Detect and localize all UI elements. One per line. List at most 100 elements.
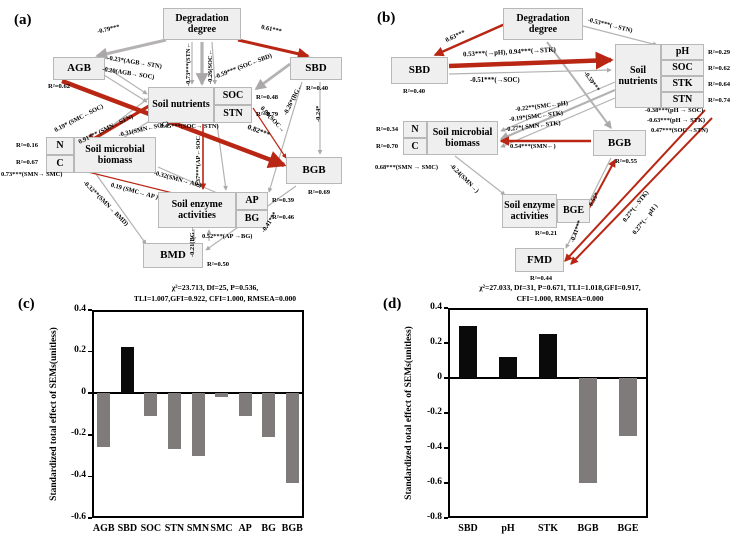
r2-smc: R²=0.67: [16, 159, 39, 166]
node-soil-microbial-biomass: Soil microbial biomass: [427, 121, 498, 155]
path-coefficient-label: -0.24*: [315, 105, 322, 122]
chart-c-total-effects: (c) Standardized total effect of SEMs(un…: [0, 290, 375, 538]
x-category-label: SBD: [117, 523, 138, 534]
r2-stk: R²=0.64: [708, 81, 731, 88]
fit-line: χ²=23.713, Df=25, P=0.536,: [171, 283, 259, 292]
y-tick-label: -0.2: [426, 406, 442, 417]
r2-agb: R²=0.62: [48, 83, 71, 90]
bar-SMN: [191, 393, 205, 456]
node-soil-enzyme-activities: Soil enzyme activities: [158, 192, 236, 228]
y-tick-label: -0.6: [426, 476, 442, 487]
bar-AGB: [97, 393, 111, 448]
node-label: Soil enzyme activities: [171, 198, 223, 222]
y-tick-label: 0: [437, 371, 442, 382]
node-label: pH: [675, 46, 690, 58]
y-tick-mark: [88, 350, 92, 353]
node-degradation-degree: Degradation degree: [503, 8, 583, 40]
node-ap: AP: [236, 192, 268, 210]
path-coefficient-label: 0.37***(AP←SOC: [195, 136, 202, 187]
node-stn: STN: [661, 92, 704, 108]
r2-bmd: R²=0.50: [207, 261, 230, 268]
y-tick-mark: [88, 475, 92, 478]
node-label: BG: [244, 213, 260, 225]
node-fmd: FMD: [515, 248, 564, 272]
y-axis-title: Standardized total effect of SEMs(unitle…: [404, 326, 414, 500]
node-degradation-degree: Degradation degree: [163, 8, 241, 40]
y-tick-label: 0.2: [74, 345, 86, 356]
node-label: SOC: [672, 62, 693, 74]
y-tick-mark: [88, 309, 92, 311]
y-tick-label: -0.6: [70, 511, 86, 522]
r2-soc: R²=0.62: [708, 65, 731, 72]
bar-BG: [262, 393, 276, 437]
panel-label-c: (c): [18, 296, 35, 312]
r2-smc: R²=0.70: [376, 143, 399, 150]
x-category-label: BGE: [617, 523, 639, 534]
r2-smn: R²=0.16: [16, 142, 39, 149]
path-coefficient-label: 0.54***(SMN←): [510, 143, 556, 150]
node-stn: STN: [214, 105, 252, 123]
node-soil-enzyme-activities: Soil enzyme activities: [502, 194, 557, 228]
node-label: BGB: [607, 136, 632, 149]
node-label: SBD: [408, 64, 431, 77]
x-category-label: BGB: [281, 523, 303, 534]
node-bmd: BMD: [143, 243, 203, 268]
path-coefficient-label: 0.73***(SMN→ SMC): [1, 171, 63, 178]
bar-pH: [499, 357, 517, 378]
x-category-label: STK: [537, 523, 558, 534]
node-label: C: [411, 140, 419, 152]
y-axis-title: Standardized total effect of SEMs(unitle…: [49, 327, 59, 501]
fit-statistics-b: χ²=27.033, Df=31, P=0.671, TLI=1.018,GFI…: [410, 282, 710, 304]
panel-label-a: (a): [14, 12, 32, 28]
x-category-label: BGB: [577, 523, 599, 534]
bar-STN: [167, 393, 181, 450]
node-label: N: [56, 140, 64, 152]
node-sbd: SBD: [391, 57, 448, 84]
bar-BGB: [285, 393, 299, 483]
path-coefficient-label: 0.45***(SOC→ STN): [160, 123, 219, 130]
node-bg: BG: [236, 210, 268, 228]
panel-a-sem-diagram: (a) Degradation degree AGB SBD Soil nutr…: [0, 0, 375, 303]
node-label: Soil enzyme activities: [504, 199, 555, 223]
node-bgb: BGB: [286, 157, 342, 184]
node-label: Soil nutrients: [152, 99, 210, 111]
y-tick-label: -0.4: [426, 441, 442, 452]
node-soil-nutrients: Soil nutrients: [615, 44, 661, 108]
r2-soc: R²=0.48: [256, 94, 279, 101]
fit-statistics-a: χ²=23.713, Df=25, P=0.536, TLI=1.007,GFI…: [65, 282, 365, 304]
y-tick-mark: [444, 342, 448, 344]
node-label: FMD: [526, 253, 553, 266]
r2-sbd: R²=0.40: [306, 85, 329, 92]
x-category-label: AP: [238, 523, 252, 534]
x-category-label: SOC: [140, 523, 162, 534]
y-tick-label: 0.4: [430, 301, 442, 312]
x-category-label: STN: [164, 523, 185, 534]
red-paths: [433, 22, 713, 265]
node-label: N: [411, 123, 419, 135]
r2-fmd: R²=0.44: [530, 275, 553, 282]
bar-SBD: [120, 347, 134, 394]
bar-SMC: [215, 393, 229, 398]
panel-label-d: (d): [383, 296, 402, 312]
node-label: STK: [672, 78, 693, 90]
node-label: AP: [245, 195, 259, 207]
node-soc: SOC: [214, 87, 252, 105]
r2-sbd: R²=0.40: [403, 88, 426, 95]
r2-bg: R²=0.46: [272, 214, 295, 221]
x-category-label: BG: [261, 523, 276, 534]
x-category-label: SMN: [186, 523, 210, 534]
node-smc: C: [403, 138, 427, 155]
node-soil-nutrients: Soil nutrients: [148, 87, 214, 123]
x-category-label: SBD: [458, 523, 478, 534]
y-tick-mark: [444, 482, 448, 484]
r2-bgb: R²=0.69: [308, 189, 331, 196]
node-smn: N: [403, 121, 427, 138]
r2-sea: R²=0.21: [535, 230, 558, 237]
node-agb: AGB: [53, 57, 105, 80]
node-label: BGE: [562, 205, 585, 217]
path-coefficient-label: -0.73***(STN←: [185, 42, 192, 86]
node-smc: C: [46, 155, 74, 173]
node-sbd: SBD: [290, 57, 342, 80]
r2-stn: R²=0.74: [708, 97, 731, 104]
